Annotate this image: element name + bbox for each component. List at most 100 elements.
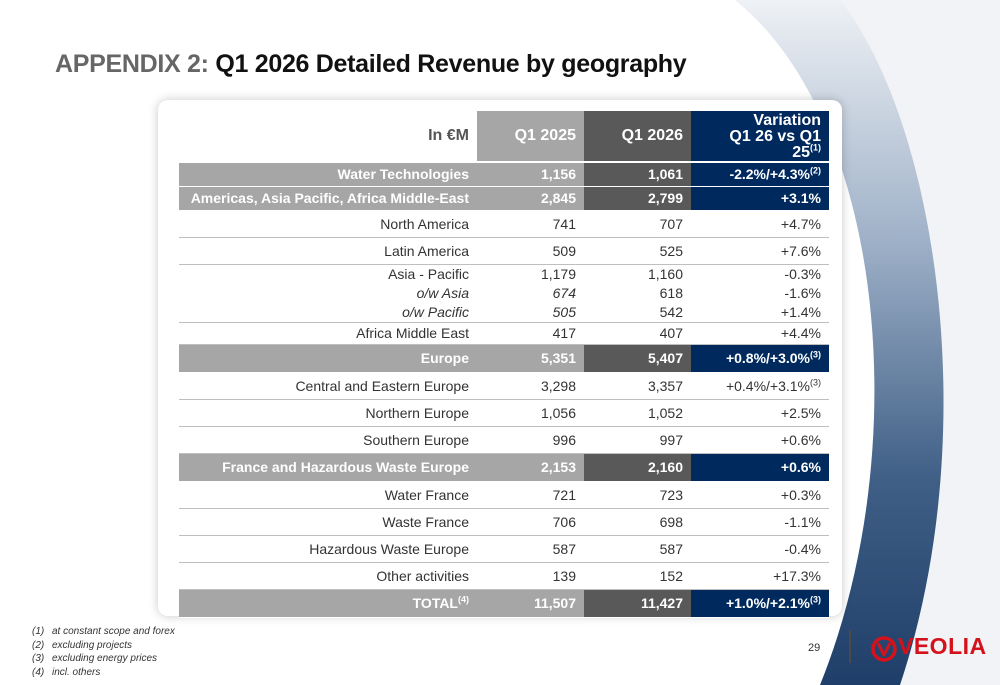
row-q1-2026: 2,160 xyxy=(584,453,691,482)
table-header-row: In €M Q1 2025 Q1 2026 Variation Q1 26 vs… xyxy=(179,111,829,163)
row-variation: +0.3% xyxy=(691,481,829,509)
row-label: Northern Europe xyxy=(179,399,477,427)
header-variation: Variation Q1 26 vs Q1 25(1) xyxy=(691,111,829,163)
row-q1-2025: 509 xyxy=(477,237,584,265)
row-q1-2025: 741 xyxy=(477,210,584,238)
footnote-number: (1) xyxy=(32,626,45,637)
ow-pacific-var: +1.4% xyxy=(780,303,821,320)
header-q1-2026: Q1 2026 xyxy=(584,111,691,163)
row-variation: +1.0%/+2.1%(3) xyxy=(691,589,829,618)
row-q1-2026: 1,052 xyxy=(584,399,691,427)
table-row: Other activities 139 152 +17.3% xyxy=(179,562,829,590)
row-label: Africa Middle East xyxy=(179,322,477,345)
footnotes: (1) at constant scope and forex (2) exclud… xyxy=(32,625,175,679)
row-label: Other activities xyxy=(179,562,477,590)
row-q1-2025: 3,298 xyxy=(477,372,584,400)
row-label: North America xyxy=(179,210,477,238)
table-row: Southern Europe 996 997 +0.6% xyxy=(179,426,829,454)
row-q1-2025: 1,156 xyxy=(477,162,584,187)
table-row: Americas, Asia Pacific, Africa Middle-Ea… xyxy=(179,186,829,211)
footnote-number: (4) xyxy=(32,666,45,678)
row-label: Southern Europe xyxy=(179,426,477,454)
row-q1-2025: 5,351 xyxy=(477,344,584,373)
header-q1-2025: Q1 2025 xyxy=(477,111,584,163)
row-q1-2025: 1,179 674 505 xyxy=(477,264,584,323)
row-label: Asia - Pacific o/w Asia o/w Pacific xyxy=(179,264,477,323)
page-number: 29 xyxy=(808,642,821,654)
row-variation: +0.4%/+3.1%(3) xyxy=(691,372,829,400)
asia-pacific-q25: 1,179 xyxy=(540,265,576,282)
ow-asia-q26: 618 xyxy=(659,284,683,301)
row-q1-2025: 2,153 xyxy=(477,453,584,482)
row-variation: +3.1% xyxy=(691,186,829,211)
table-row: France and Hazardous Waste Europe 2,153 … xyxy=(179,453,829,482)
footnote-number: (3) xyxy=(32,653,45,664)
variation-value: -2.2%/+4.3% xyxy=(729,166,810,183)
variation-note: (3) xyxy=(810,594,821,605)
header-variation-line1: Variation xyxy=(753,112,821,129)
row-q1-2025: 2,845 xyxy=(477,186,584,211)
row-q1-2026: 5,407 xyxy=(584,344,691,373)
footnote-3: (3) excluding energy prices xyxy=(32,652,175,666)
row-q1-2026: 723 xyxy=(584,481,691,509)
row-variation: +0.8%/+3.0%(3) xyxy=(691,344,829,373)
total-label: TOTAL xyxy=(412,595,458,611)
table-row: North America 741 707 +4.7% xyxy=(179,210,829,238)
row-q1-2025: 417 xyxy=(477,322,584,345)
title-main: Q1 2026 Detailed Revenue by geography xyxy=(215,50,687,78)
table-row: Northern Europe 1,056 1,052 +2.5% xyxy=(179,399,829,427)
row-q1-2026: 698 xyxy=(584,508,691,536)
row-q1-2026: 11,427 xyxy=(584,589,691,618)
footnote-1: (1) at constant scope and forex xyxy=(32,625,175,639)
row-q1-2025: 1,056 xyxy=(477,399,584,427)
variation-note: (2) xyxy=(810,165,821,176)
row-q1-2025: 139 xyxy=(477,562,584,590)
footnote-4: (4) incl. others xyxy=(32,666,175,680)
row-q1-2026: 525 xyxy=(584,237,691,265)
row-q1-2025: 11,507 xyxy=(477,589,584,618)
header-variation-note: (1) xyxy=(810,142,821,153)
row-label: Latin America xyxy=(179,237,477,265)
row-variation: +2.5% xyxy=(691,399,829,427)
row-label: Americas, Asia Pacific, Africa Middle-Ea… xyxy=(179,186,477,211)
table-row: Central and Eastern Europe 3,298 3,357 +… xyxy=(179,372,829,400)
ow-pacific-label: o/w Pacific xyxy=(402,303,469,320)
variation-value: +1.0%/+2.1% xyxy=(725,595,810,611)
page-title: APPENDIX 2: Q1 2026 Detailed Revenue by … xyxy=(55,50,687,79)
table-row: Hazardous Waste Europe 587 587 -0.4% xyxy=(179,535,829,563)
row-q1-2025: 587 xyxy=(477,535,584,563)
row-label: Central and Eastern Europe xyxy=(179,372,477,400)
row-q1-2026: 2,799 xyxy=(584,186,691,211)
row-label: TOTAL(4) xyxy=(179,589,477,618)
row-label: Water France xyxy=(179,481,477,509)
veolia-logo-text: VEOLIA xyxy=(898,633,987,659)
total-label-note: (4) xyxy=(458,594,469,605)
row-variation: -1.1% xyxy=(691,508,829,536)
row-q1-2025: 996 xyxy=(477,426,584,454)
row-q1-2026: 587 xyxy=(584,535,691,563)
variation-note: (3) xyxy=(810,376,821,387)
table-row: Latin America 509 525 +7.6% xyxy=(179,237,829,265)
variation-value: +0.4%/+3.1% xyxy=(725,377,810,394)
footnote-text: at constant scope and forex xyxy=(52,626,175,637)
table-row: Water Technologies 1,156 1,061 -2.2%/+4.… xyxy=(179,162,829,187)
variation-note: (3) xyxy=(810,349,821,360)
asia-pacific-var: -0.3% xyxy=(784,265,821,282)
footnote-text: excluding projects xyxy=(52,639,133,651)
footnote-number: (2) xyxy=(32,639,45,651)
table-row: Water France 721 723 +0.3% xyxy=(179,481,829,509)
row-label: Water Technologies xyxy=(179,162,477,187)
row-label: Europe xyxy=(179,344,477,373)
header-unit: In €M xyxy=(179,111,477,163)
row-label: Waste France xyxy=(179,508,477,536)
variation-value: +0.8%/+3.0% xyxy=(725,350,810,366)
ow-pacific-q26: 542 xyxy=(659,303,683,320)
footer-divider xyxy=(849,630,851,663)
footnote-text: incl. others xyxy=(52,666,101,678)
row-label: Hazardous Waste Europe xyxy=(179,535,477,563)
row-label: France and Hazardous Waste Europe xyxy=(179,453,477,482)
ow-asia-label: o/w Asia xyxy=(416,284,469,301)
veolia-logo-icon xyxy=(871,636,897,662)
ow-asia-var: -1.6% xyxy=(784,284,821,301)
row-variation: -0.3% -1.6% +1.4% xyxy=(691,264,829,323)
